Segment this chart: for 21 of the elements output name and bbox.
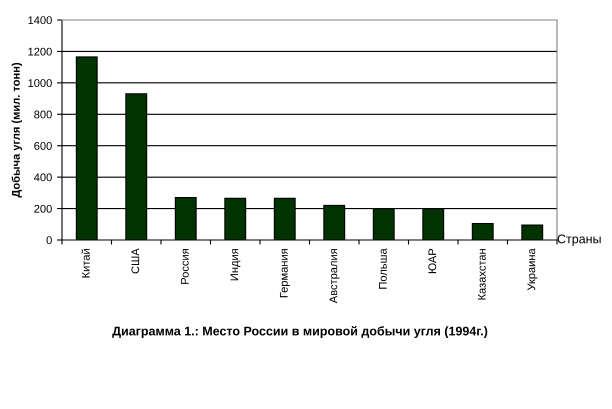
x-tick-label: Индия	[230, 249, 240, 280]
text: Диаграмма 1.: Место России в мировой добычи угля (1994г.)	[112, 326, 488, 338]
x-tick-label: Польша	[378, 248, 387, 289]
y-tick-label: 600	[34, 142, 52, 150]
y-tick-label: 0	[46, 236, 52, 244]
x-tick-label: Германия	[280, 249, 290, 298]
x-tick-label: Австралия	[329, 249, 340, 304]
x-axis-title: Страны	[558, 234, 601, 246]
x-tick-label: Китай	[81, 249, 90, 278]
x-tick-label: США	[131, 248, 140, 274]
y-tick-label: 400	[34, 173, 52, 182]
y-tick-label: 200	[34, 204, 52, 213]
y-tick-label: 1200	[28, 48, 52, 56]
x-tick-label: Россия	[180, 249, 189, 284]
x-tick-label: ЮАР	[428, 248, 436, 274]
x-tick-label: Украина	[527, 248, 538, 290]
y-tick-label: 1400	[28, 16, 52, 24]
y-axis-title: Добыча угля (мил. тонн)	[12, 62, 22, 198]
x-tick-label: Казахстан	[478, 249, 486, 300]
y-tick-label: 800	[34, 110, 52, 118]
y-tick-label: 1000	[28, 79, 52, 87]
